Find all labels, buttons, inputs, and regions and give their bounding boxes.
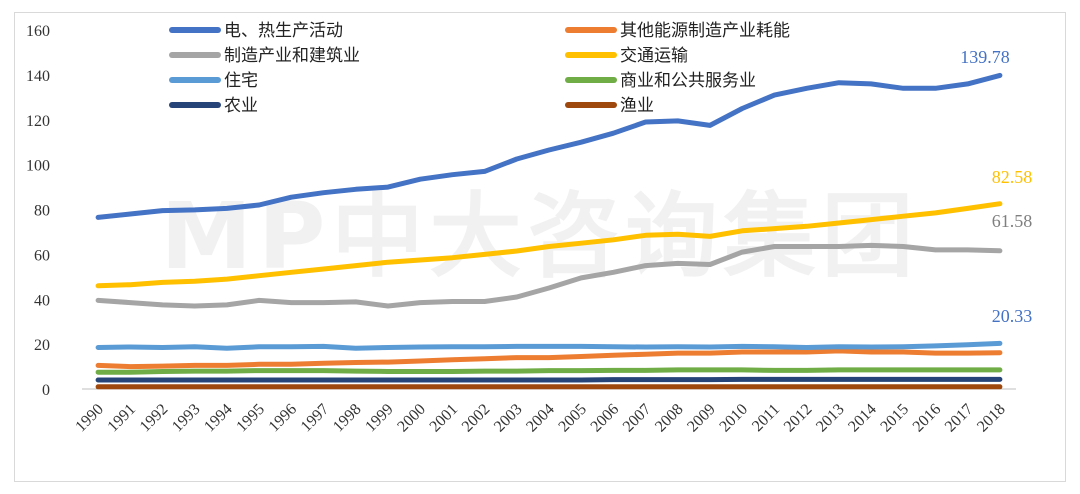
x-tick-label: 1992 [137, 401, 172, 436]
x-tick-label: 1997 [298, 401, 333, 436]
x-tick-label: 2010 [716, 401, 751, 436]
y-tick-label: 160 [26, 23, 50, 40]
x-tick-label: 1993 [169, 401, 204, 436]
x-tick-label: 2017 [942, 401, 977, 436]
x-tick-label: 2008 [652, 401, 687, 436]
legend-label: 电、热生产活动 [224, 21, 343, 41]
x-tick-label: 2013 [813, 401, 848, 436]
y-tick-label: 60 [34, 247, 50, 264]
series-line-1 [95, 348, 1003, 370]
legend-label: 制造产业和建筑业 [224, 46, 360, 66]
x-tick-label: 2018 [974, 401, 1009, 436]
series-line-3 [95, 201, 1003, 289]
series-line-2 [95, 242, 1003, 309]
x-tick-label: 2004 [523, 401, 558, 436]
x-tick-label: 2001 [427, 401, 462, 436]
data-label: 61.58 [992, 211, 1033, 231]
x-tick-label: 2002 [459, 401, 494, 436]
x-tick-label: 1999 [362, 401, 397, 436]
legend-label: 其他能源制造产业耗能 [620, 21, 790, 41]
y-tick-label: 140 [26, 68, 50, 85]
legend-label: 渔业 [620, 96, 654, 116]
x-tick-label: 2006 [588, 401, 623, 436]
legend-label: 商业和公共服务业 [620, 71, 756, 91]
x-tick-label: 1990 [72, 401, 107, 436]
x-tick-label: 1995 [233, 401, 268, 436]
x-tick-label: 1991 [104, 401, 139, 436]
x-tick-label: 2007 [620, 401, 655, 436]
x-tick-label: 2003 [491, 401, 526, 436]
x-tick-label: 2014 [845, 401, 880, 436]
x-tick-label: 2005 [555, 401, 590, 436]
series-line-5 [95, 367, 1003, 375]
y-tick-label: 20 [34, 337, 50, 354]
series-line-6 [95, 376, 1003, 383]
x-tick-label: 2000 [394, 401, 429, 436]
series-line-4 [95, 340, 1003, 351]
data-label: 82.58 [992, 167, 1033, 187]
legend-label: 农业 [224, 96, 258, 116]
y-tick-label: 40 [34, 292, 50, 309]
x-tick-label: 2009 [684, 401, 719, 436]
x-tick-label: 2016 [910, 401, 945, 436]
y-tick-label: 100 [26, 158, 50, 175]
legend-label: 交通运输 [620, 46, 688, 66]
y-tick-label: 0 [42, 382, 50, 399]
y-tick-label: 120 [26, 113, 50, 130]
legend-label: 住宅 [224, 71, 258, 91]
series-line-0 [95, 72, 1003, 220]
y-tick-label: 80 [34, 203, 50, 220]
x-tick-label: 1994 [201, 401, 236, 436]
x-tick-label: 2015 [877, 401, 912, 436]
x-tick-label: 1998 [330, 401, 365, 436]
data-label: 139.78 [960, 47, 1010, 67]
x-tick-label: 2011 [749, 401, 783, 435]
x-tick-label: 1996 [266, 401, 301, 436]
data-label: 20.33 [992, 306, 1033, 326]
x-tick-label: 2012 [781, 401, 816, 436]
